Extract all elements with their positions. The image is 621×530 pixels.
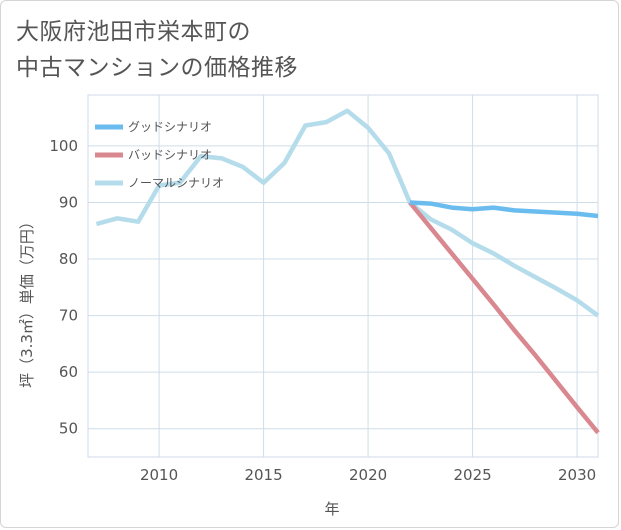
- series-line-2: [95, 108, 600, 318]
- y-tick-label-50: 50: [59, 420, 78, 438]
- series-line-1: [408, 201, 600, 435]
- x-tick-label-2020: 2020: [349, 466, 387, 484]
- x-tick-label-2030: 2030: [558, 466, 596, 484]
- y-tick-label-100: 100: [49, 137, 78, 155]
- y-tick-label-90: 90: [59, 193, 78, 211]
- legend-label-2: ノーマルシナリオ: [128, 176, 224, 190]
- series-group: [95, 108, 600, 435]
- legend-label-0: グッドシナリオ: [128, 120, 212, 134]
- plot-border: [87, 94, 599, 458]
- chart-title: 大阪府池田市栄本町の 中古マンションの価格推移: [16, 14, 298, 86]
- y-axis-title: 坪（3.3㎡）単価（万円）: [18, 214, 36, 388]
- x-tick-labels: 2010 2015 2020 2025 2030: [140, 466, 596, 484]
- x-tick-label-2010: 2010: [140, 466, 178, 484]
- chart-title-line-2: 中古マンションの価格推移: [16, 55, 298, 81]
- y-tick-label-80: 80: [59, 250, 78, 268]
- series-line-0: [409, 200, 599, 219]
- y-tick-label-70: 70: [59, 307, 78, 325]
- x-axis-title: 年: [324, 500, 339, 518]
- x-tick-label-2015: 2015: [244, 466, 282, 484]
- y-tick-label-60: 60: [59, 363, 78, 381]
- y-tick-labels: 50 60 70 80 90 100: [49, 137, 78, 438]
- legend-label-1: バッドシナリオ: [128, 148, 212, 162]
- x-tick-label-2025: 2025: [453, 466, 491, 484]
- chart-title-line-1: 大阪府池田市栄本町の: [16, 19, 251, 45]
